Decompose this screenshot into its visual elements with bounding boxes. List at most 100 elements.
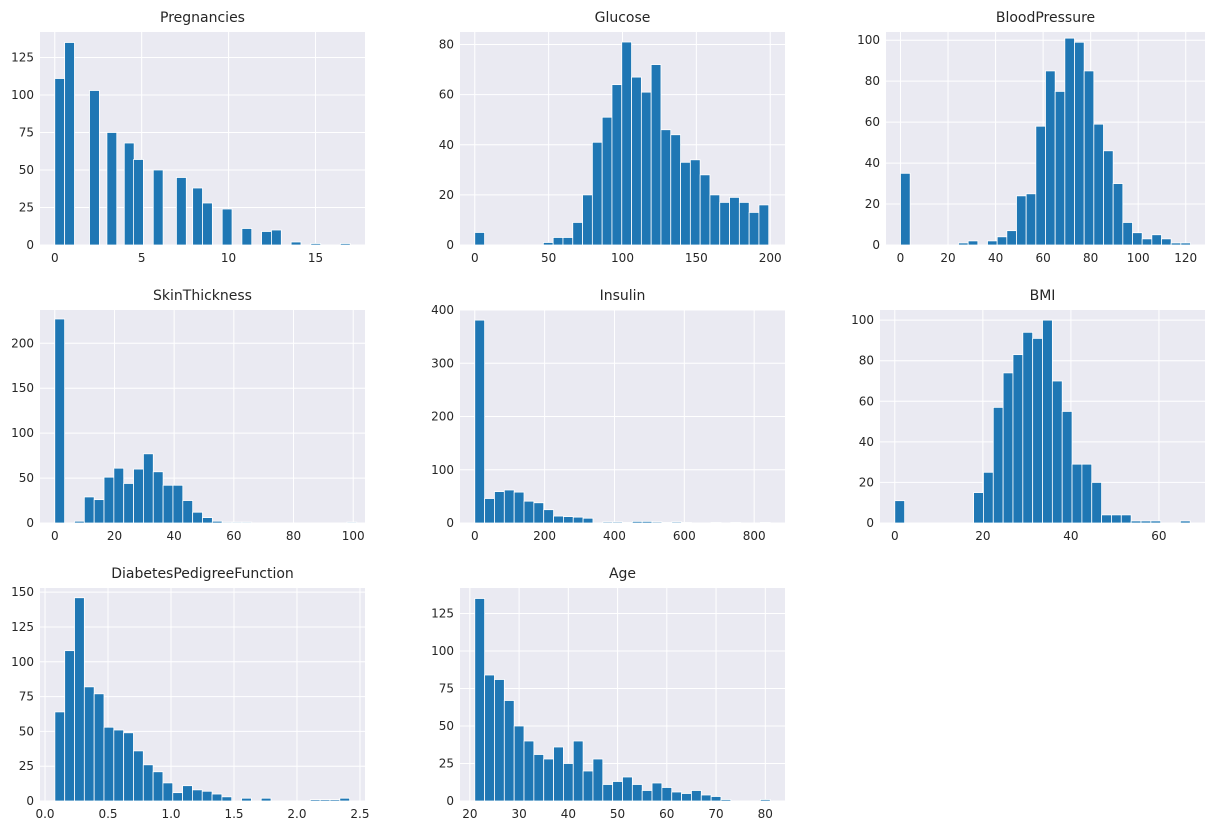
histogram-bar [553, 746, 564, 802]
y-tick-label: 400 [431, 303, 454, 317]
x-tick-label: 80 [1083, 251, 1098, 265]
histogram-bar [1045, 70, 1056, 246]
x-tick-label: 0 [51, 251, 59, 265]
x-tick-label: 800 [743, 529, 766, 543]
histogram-bar [176, 177, 187, 246]
histogram-bar [152, 169, 164, 246]
histogram-bar [221, 208, 233, 246]
y-tick-label: 40 [865, 156, 880, 170]
histogram-bar [83, 686, 95, 802]
histogram-bar [759, 522, 771, 524]
histogram-bar [730, 522, 742, 524]
histogram-bar [123, 483, 134, 524]
histogram-bar [1112, 183, 1124, 246]
histogram-bar [612, 521, 623, 524]
histogram-bar [992, 406, 1004, 524]
histogram-bar [729, 196, 740, 246]
x-tick-label: 20 [940, 251, 955, 265]
histogram-bar [709, 194, 721, 246]
histogram-bar [552, 237, 564, 246]
histogram-bar [592, 758, 604, 802]
histogram-bar [640, 91, 652, 246]
histogram-bar [93, 499, 105, 524]
x-tick-label: 40 [1063, 529, 1078, 543]
panel-pregnancies: 0 5 10 15 0 25 50 75 100 125 Pregnancies [11, 10, 365, 265]
x-tick-label: 60 [226, 529, 241, 543]
x-tick-label: 60 [1151, 529, 1166, 543]
x-tick-label: 0.5 [98, 807, 117, 821]
y-tick-label: 150 [11, 381, 34, 395]
histogram-bar [260, 797, 272, 802]
y-tick-label: 0 [446, 794, 454, 808]
histogram-bar [54, 318, 66, 524]
y-tick-label: 100 [851, 313, 874, 327]
histogram-bar [329, 799, 341, 802]
y-tick-label: 40 [439, 138, 454, 152]
histogram-bar [1132, 232, 1143, 246]
x-tick-label: 0 [471, 529, 479, 543]
histogram-bar [612, 781, 623, 802]
histogram-bar [201, 790, 213, 802]
histogram-bar [202, 517, 213, 524]
panel-title-bmi: BMI [1030, 288, 1056, 304]
y-tick-label: 100 [11, 426, 34, 440]
y-tick-label: 20 [439, 188, 454, 202]
x-tick-label: 30 [511, 807, 526, 821]
histogram-bar [221, 796, 233, 802]
panel-diabetespedigreefunction: 0.0 0.5 1.0 1.5 2.0 2.5 0 25 50 75 100 125 150 Diabet… [11, 566, 369, 821]
histogram-bar [142, 764, 154, 802]
panel-title-bloodpressure: BloodPressure [996, 10, 1095, 26]
histogram-bar [631, 784, 643, 802]
histogram-bar [983, 471, 994, 524]
histogram-bar [533, 754, 545, 802]
y-tick-label: 75 [439, 682, 454, 696]
x-tick-label: 50 [610, 807, 625, 821]
histogram-bar [1042, 319, 1053, 524]
histogram-bar [123, 142, 135, 246]
y-tick-label: 0 [446, 238, 454, 252]
plot-area-skinthickness [40, 310, 365, 523]
histogram-bar [631, 76, 642, 246]
histogram-bar [671, 521, 682, 524]
histogram-bar [162, 484, 174, 524]
histogram-bar [211, 520, 223, 524]
x-tick-label: 15 [308, 251, 323, 265]
histogram-bar [1150, 520, 1162, 524]
histogram-bar [474, 598, 486, 802]
histogram-bar [758, 204, 770, 246]
histogram-bar [74, 597, 85, 802]
y-tick-label: 80 [865, 74, 880, 88]
histogram-bar [113, 467, 125, 524]
histogram-bar [192, 789, 203, 802]
x-tick-label: 100 [342, 529, 365, 543]
panel-title-skinthickness: SkinThickness [153, 288, 252, 304]
histogram-bar [339, 797, 351, 802]
y-tick-label: 125 [11, 51, 34, 65]
y-tick-label: 100 [431, 463, 454, 477]
histogram-bar [1180, 242, 1191, 246]
panel-insulin: 0 200 400 600 800 0 100 200 300 400 Insulin [431, 288, 785, 543]
y-tick-label: 25 [19, 201, 34, 215]
histogram-bar [1012, 354, 1024, 524]
y-tick-label: 0 [26, 238, 34, 252]
histogram-bar [503, 489, 515, 524]
histogram-bar [1032, 337, 1043, 524]
panel-glucose: 0 50 100 150 200 0 20 40 60 80 Glucose [439, 10, 785, 265]
y-tick-label: 300 [431, 356, 454, 370]
x-tick-label: 80 [758, 807, 773, 821]
histogram-bar [582, 770, 594, 802]
histogram-bar [1141, 238, 1153, 246]
histogram-bar [660, 129, 672, 246]
histogram-bar [691, 790, 702, 802]
histogram-bar [661, 522, 673, 524]
y-tick-label: 60 [439, 88, 454, 102]
histogram-bar [319, 799, 331, 802]
panel-title-age: Age [609, 566, 636, 582]
x-tick-label: 5 [138, 251, 146, 265]
histogram-bar [474, 319, 486, 524]
histogram-bar [1120, 514, 1132, 524]
histogram-bar [1093, 123, 1104, 246]
y-tick-label: 100 [431, 644, 454, 658]
y-tick-label: 0 [26, 516, 34, 530]
histogram-bar [681, 793, 692, 802]
